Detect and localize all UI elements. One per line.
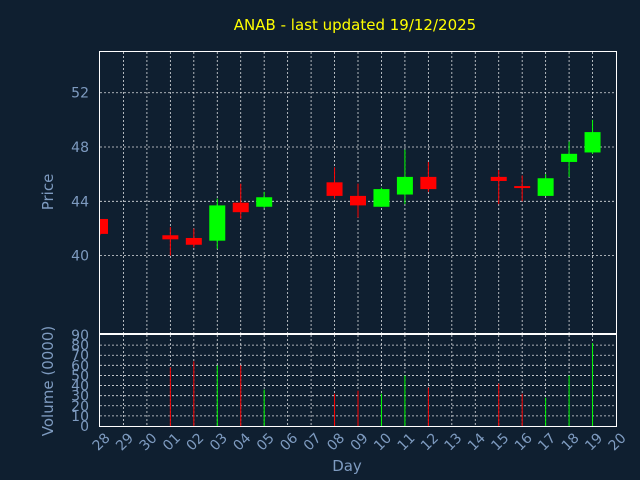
x-tick-label: 16	[512, 430, 536, 454]
x-tick-label: 10	[371, 430, 395, 454]
chart-title: ANAB - last updated 19/12/2025	[234, 16, 476, 34]
x-tick-label: 01	[160, 430, 184, 454]
volume-tick-label: 20	[71, 399, 89, 415]
price-tick-label: 40	[71, 249, 89, 265]
x-tick-label: 12	[418, 430, 442, 454]
volume-tick-label: 10	[71, 409, 89, 425]
volume-panel-frame	[99, 334, 617, 427]
volume-tick-label: 70	[71, 348, 89, 364]
candle-body	[420, 176, 437, 190]
price-tick-label: 52	[71, 86, 89, 102]
x-tick-label: 29	[113, 430, 137, 454]
x-tick-label: 11	[395, 430, 419, 454]
x-tick-label: 19	[582, 430, 606, 454]
candle-body	[162, 235, 179, 240]
candle-body	[537, 178, 554, 196]
x-tick-label: 06	[277, 430, 301, 454]
candle-body	[185, 237, 202, 245]
candle-body	[561, 153, 578, 162]
candle-body	[100, 218, 108, 234]
x-tick-label: 30	[137, 430, 161, 454]
x-tick-label: 02	[184, 430, 208, 454]
candle-body	[584, 132, 601, 153]
x-tick-label: 28	[90, 430, 114, 454]
candle-body	[326, 182, 343, 196]
candle-body	[256, 197, 273, 207]
candle-body	[396, 176, 413, 195]
x-tick-label: 07	[301, 430, 325, 454]
x-tick-label: 13	[442, 430, 466, 454]
candle-body	[373, 189, 390, 207]
x-tick-label: 03	[207, 430, 231, 454]
x-tick-label: 20	[606, 430, 630, 454]
x-tick-label: 09	[348, 430, 372, 454]
price-panel: 40 44 48 52 Price	[39, 51, 617, 334]
volume-tick-label: 60	[71, 358, 89, 374]
volume-tick-label: 50	[71, 368, 89, 384]
price-tick-label: 48	[71, 140, 89, 156]
price-panel-frame	[99, 51, 617, 334]
price-axis-label: Price	[39, 174, 57, 211]
price-tick-label: 44	[71, 194, 89, 210]
candle-body	[350, 195, 366, 206]
x-tick-label: 04	[230, 430, 254, 454]
x-tick-label: 05	[254, 430, 278, 454]
x-tick-label: 14	[465, 430, 489, 454]
candle-body	[490, 176, 507, 181]
x-axis-label: Day	[332, 457, 362, 475]
x-axis-ticks: 28 29 30 01 02 03 04 05 06 07 08 09 10 11 12 13 14 15 16 17…	[90, 430, 630, 454]
volume-tick-label: 30	[71, 389, 89, 405]
volume-tick-label: 80	[71, 338, 89, 354]
x-tick-label: 17	[535, 430, 559, 454]
x-tick-label: 15	[488, 430, 512, 454]
volume-tick-label: 0	[80, 419, 89, 435]
candle-body	[209, 205, 226, 241]
candle-body	[514, 186, 531, 189]
volume-tick-label: 90	[71, 328, 89, 344]
volume-tick-label: 40	[71, 379, 89, 395]
x-tick-label: 18	[559, 430, 583, 454]
candle-body	[232, 202, 249, 213]
x-tick-label: 08	[324, 430, 348, 454]
volume-axis-label: Volume (0000)	[39, 326, 57, 436]
